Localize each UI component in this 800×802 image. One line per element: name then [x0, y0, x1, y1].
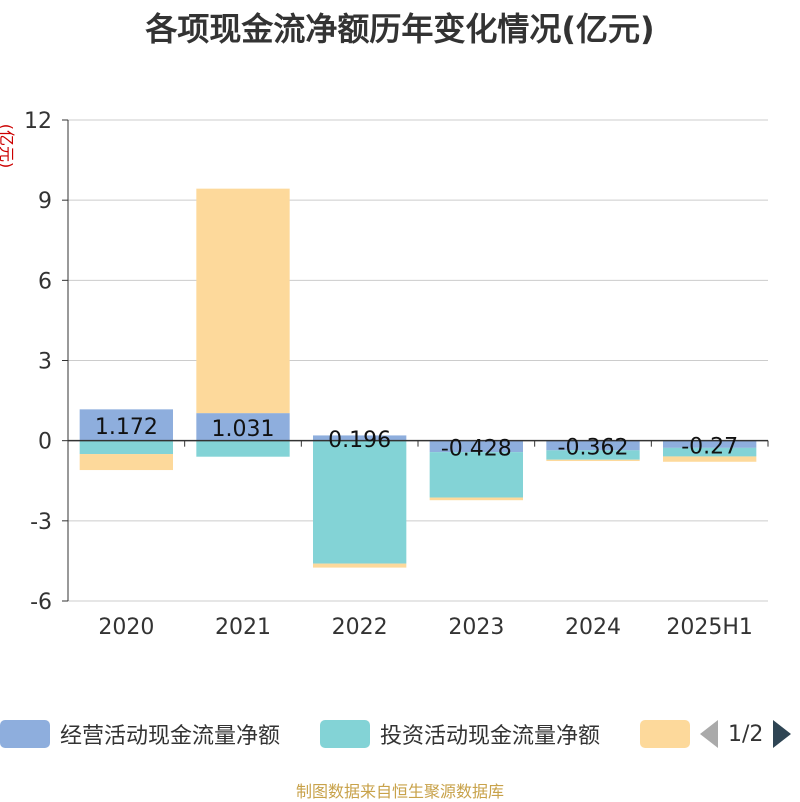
bar-operating	[429, 440, 523, 453]
data-label: 1.172	[95, 415, 158, 440]
data-label: 1.031	[212, 417, 275, 442]
legend-swatch-investing	[320, 720, 370, 748]
bar-financing	[79, 454, 173, 471]
bar-financing	[546, 459, 640, 462]
bar-operating	[313, 435, 407, 441]
x-tick-label: 2021	[215, 615, 271, 640]
legend-pager: 1/2	[700, 716, 792, 752]
legend-prev-arrow-icon[interactable]	[700, 720, 718, 748]
bar-investing	[663, 447, 757, 457]
chart-title: 各项现金流净额历年变化情况(亿元)	[145, 10, 655, 48]
chart-legend: 经营活动现金流量净额 投资活动现金流量净额 1/2	[0, 716, 800, 752]
bar-operating	[663, 440, 757, 448]
bar-operating	[546, 440, 640, 451]
x-tick-label: 2023	[448, 615, 504, 640]
x-tick-label: 2022	[332, 615, 388, 640]
bar-operating	[196, 413, 290, 441]
y-tick-label: -3	[30, 510, 52, 535]
bar-investing	[79, 440, 173, 455]
bar-financing	[663, 456, 757, 462]
data-source-note: 制图数据来自恒生聚源数据库	[295, 782, 504, 801]
legend-label-operating: 经营活动现金流量净额	[60, 724, 281, 749]
y-tick-label: 12	[24, 109, 52, 134]
legend-swatch-operating	[0, 720, 50, 748]
legend-item-operating[interactable]: 经营活动现金流量净额	[0, 716, 280, 752]
data-label: -0.428	[441, 436, 512, 461]
bar-financing	[196, 188, 290, 414]
y-tick-label: 3	[38, 350, 52, 375]
x-tick-label: 2020	[98, 615, 154, 640]
bar-investing	[196, 440, 290, 457]
y-tick-label: 9	[38, 189, 52, 214]
legend-label-investing: 投资活动现金流量净额	[380, 724, 601, 749]
legend-swatch-financing	[640, 720, 690, 748]
bar-operating	[79, 409, 173, 441]
legend-item-investing[interactable]: 投资活动现金流量净额	[320, 716, 600, 752]
data-label: -0.27	[681, 434, 738, 459]
data-label: -0.362	[558, 436, 629, 461]
bar-financing	[429, 497, 523, 501]
legend-page-indicator: 1/2	[728, 721, 764, 747]
y-tick-label: 0	[38, 430, 52, 455]
bar-financing	[313, 563, 407, 568]
bar-investing	[313, 440, 407, 564]
x-tick-label: 2024	[565, 615, 621, 640]
chart-plot: 12 9 6 3 0 -3 -6 1.172 1.031 0.196 -0.428 -0.362 -0.…	[24, 109, 769, 640]
legend-item-financing[interactable]	[640, 716, 690, 752]
x-tick-label: 2025H1	[666, 615, 753, 640]
legend-next-arrow-icon[interactable]	[773, 720, 792, 748]
bar-investing	[546, 450, 640, 460]
bar-investing	[429, 452, 523, 498]
y-tick-label: -6	[30, 590, 52, 615]
data-label: 0.196	[328, 428, 391, 453]
y-tick-label: 6	[38, 269, 52, 294]
